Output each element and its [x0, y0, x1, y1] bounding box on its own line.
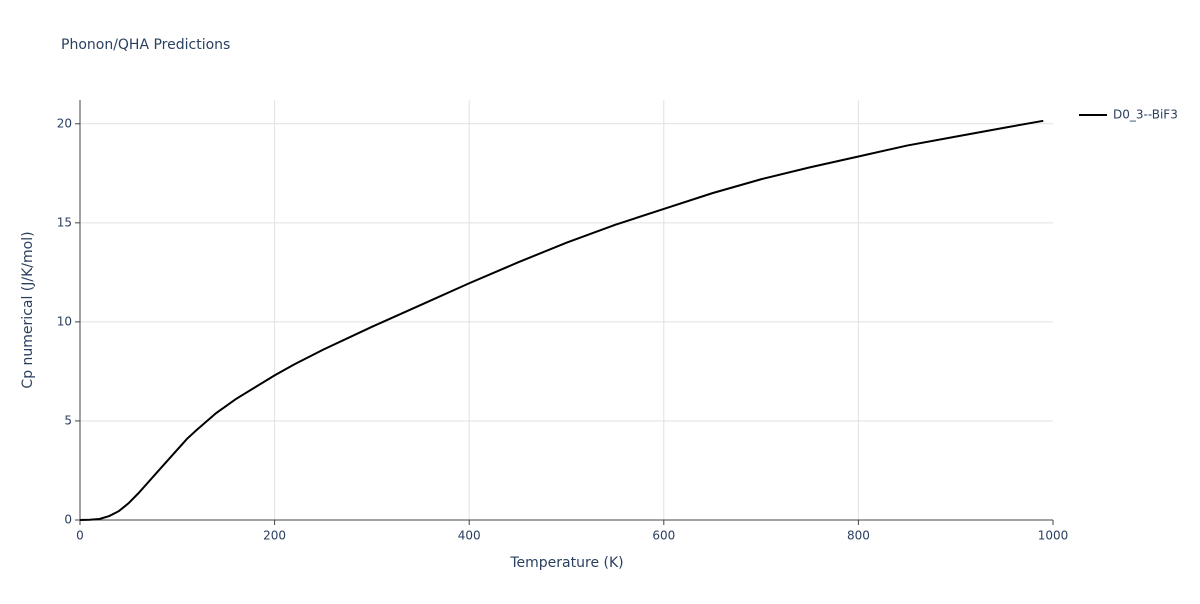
x-tick-label: 800: [847, 529, 870, 543]
y-tick-label: 10: [57, 314, 72, 328]
x-tick-label: 200: [263, 529, 286, 543]
x-tick-label: 600: [652, 529, 675, 543]
x-tick-label: 1000: [1038, 529, 1069, 543]
y-tick-label: 15: [57, 215, 72, 229]
x-tick-label: 400: [458, 529, 481, 543]
y-tick-label: 5: [64, 413, 72, 427]
legend-label: D0_3--BiF3: [1113, 108, 1178, 122]
data-line: [79, 119, 1044, 521]
y-tick-label: 20: [57, 116, 72, 130]
x-axis-label: Temperature (K): [509, 555, 623, 571]
y-tick-label: 0: [64, 513, 72, 527]
chart-title: Phonon/QHA Predictions: [61, 37, 230, 53]
y-axis-label: Cp numerical (J/K/mol): [20, 231, 36, 388]
x-tick-label: 0: [76, 529, 84, 543]
